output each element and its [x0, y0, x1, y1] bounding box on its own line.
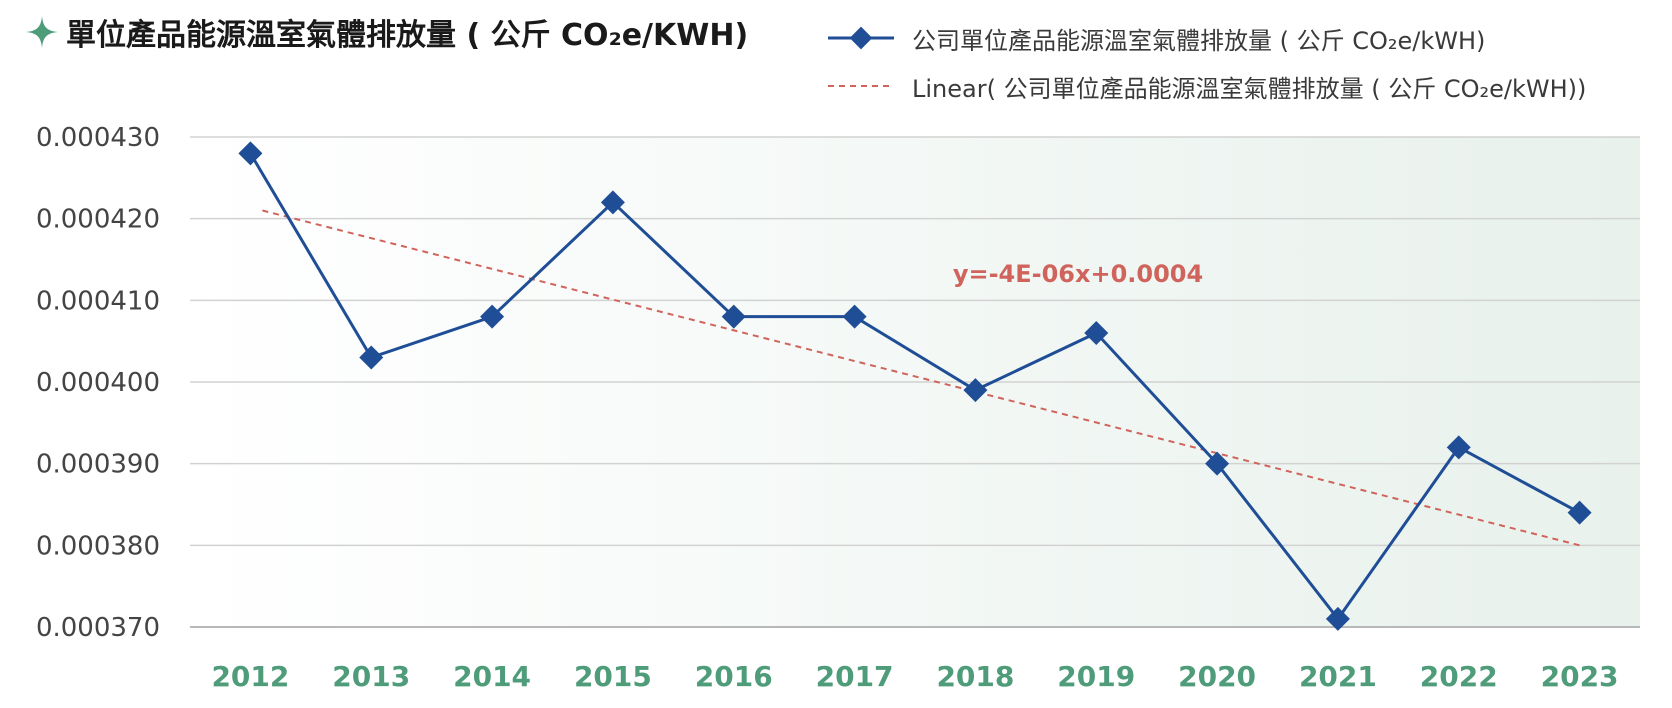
data-point: [1567, 500, 1592, 525]
data-point: [1084, 321, 1109, 345]
x-tick-label: 2019: [1057, 660, 1135, 693]
chart-title-area: 單位產品能源溫室氣體排放量 ( 公斤 CO₂e/KWH): [26, 10, 748, 54]
x-tick-label: 2020: [1178, 660, 1256, 693]
x-tick-label: 2023: [1541, 660, 1619, 693]
data-point: [721, 304, 746, 329]
legend-label-series: 公司單位產品能源溫室氣體排放量 ( 公斤 CO₂e/kWH): [912, 26, 1486, 55]
series-line: [249, 152, 1581, 621]
x-tick-label: 2013: [332, 660, 410, 693]
y-tick-label: 0.000430: [36, 123, 160, 153]
data-point: [600, 190, 625, 215]
y-tick-label: 0.000390: [36, 450, 160, 480]
legend-label-trendline: Linear( 公司單位產品能源溫室氣體排放量 ( 公斤 CO₂e/kWH)): [912, 74, 1587, 103]
legend-item-trendline: Linear( 公司單位產品能源溫室氣體排放量 ( 公斤 CO₂e/kWH)): [826, 62, 1586, 110]
data-point: [480, 304, 505, 329]
data-point: [1325, 606, 1350, 631]
y-tick-label: 0.000380: [36, 531, 160, 561]
x-tick-label: 2021: [1299, 660, 1377, 693]
y-tick-label: 0.000370: [36, 613, 160, 643]
data-point: [238, 141, 263, 166]
data-point: [842, 304, 867, 329]
x-tick-label: 2012: [211, 660, 289, 693]
legend-item-series: 公司單位產品能源溫室氣體排放量 ( 公斤 CO₂e/kWH): [826, 14, 1586, 62]
x-tick-label: 2014: [453, 660, 531, 693]
legend: 公司單位產品能源溫室氣體排放量 ( 公斤 CO₂e/kWH) Linear( 公…: [826, 14, 1586, 110]
chart-title: 單位產品能源溫室氣體排放量 ( 公斤 CO₂e/KWH): [66, 18, 749, 53]
x-tick-label: 2016: [695, 660, 773, 693]
trendline-equation: y=-4E-06x+0.0004: [953, 260, 1203, 288]
x-tick-label: 2018: [936, 660, 1014, 693]
data-point: [1446, 435, 1471, 460]
data-point: [963, 378, 988, 403]
x-tick-label: 2022: [1420, 660, 1498, 693]
data-point: [1205, 451, 1230, 476]
y-tick-label: 0.000410: [36, 286, 160, 316]
data-point: [359, 345, 384, 370]
x-tick-label: 2017: [816, 660, 894, 693]
sparkle-icon: [26, 16, 58, 48]
legend-dashed-line-icon: [828, 85, 894, 87]
x-tick-label: 2015: [574, 660, 652, 693]
y-tick-label: 0.000400: [36, 368, 160, 398]
y-tick-label: 0.000420: [36, 205, 160, 235]
legend-line-marker-icon: [828, 26, 894, 50]
